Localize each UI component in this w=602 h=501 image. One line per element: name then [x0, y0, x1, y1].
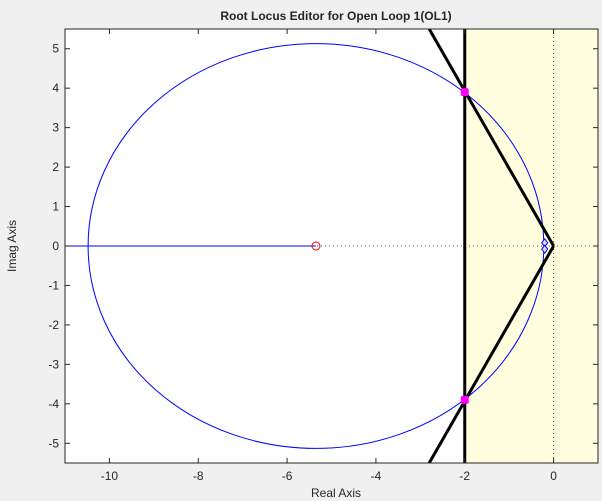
design-region [464, 29, 598, 463]
open-loop-pole-2 [541, 244, 549, 254]
x-axis-label: Real Axis [311, 486, 361, 500]
y-tick-label: 5 [52, 42, 59, 56]
x-tick-label: -10 [101, 469, 119, 483]
y-tick-label: -1 [48, 278, 59, 292]
zero-marker-1 [311, 241, 321, 251]
damping-constraint-line-2 [427, 245, 555, 463]
y-tick-label: 4 [52, 81, 59, 95]
y-tick-label: 2 [52, 160, 59, 174]
y-tick-label: -3 [48, 357, 59, 371]
closed-loop-pole-1 [460, 88, 469, 97]
x-tick-label: -8 [193, 469, 204, 483]
y-tick-label: 1 [52, 200, 59, 214]
y-tick-label: -2 [48, 318, 59, 332]
chart-title: Root Locus Editor for Open Loop 1(OL1) [220, 9, 451, 23]
x-tick-label: -6 [282, 469, 293, 483]
y-axis-label: Imag Axis [5, 220, 19, 272]
closed-loop-pole-2 [460, 395, 469, 404]
y-tick-label: -4 [48, 397, 59, 411]
x-tick-label: -4 [371, 469, 382, 483]
x-tick-label: 0 [550, 469, 557, 483]
damping-constraint-line-1 [427, 29, 555, 247]
y-tick-label: 3 [52, 121, 59, 135]
x-tick-label: -2 [459, 469, 470, 483]
y-tick-label: 0 [52, 239, 59, 253]
y-tick-label: -5 [48, 436, 59, 450]
